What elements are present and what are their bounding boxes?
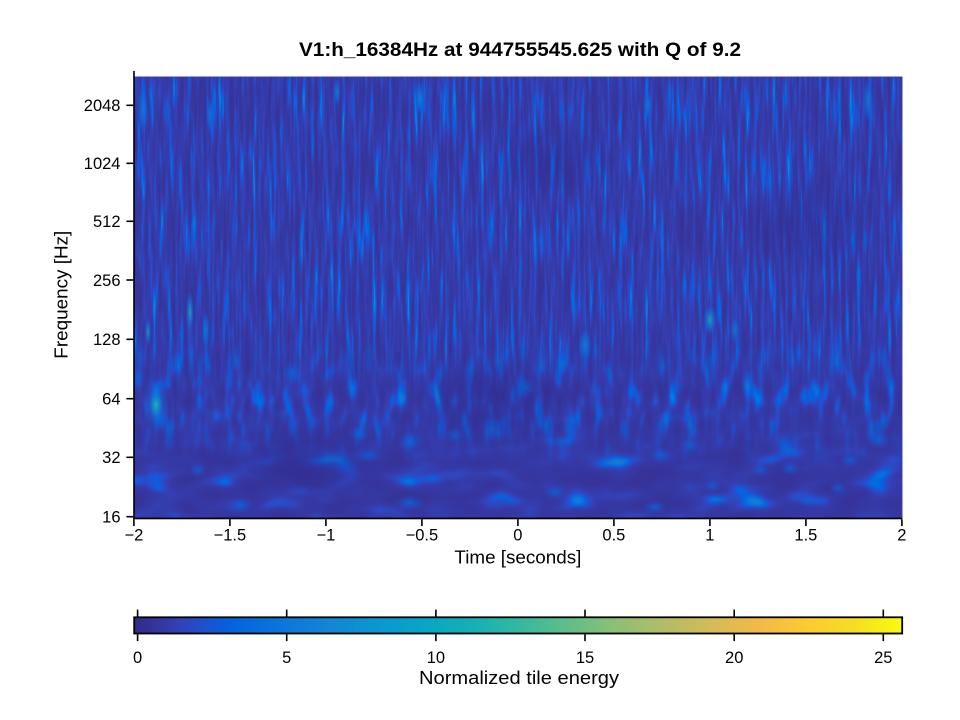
svg-text:V1:h_16384Hz at 944755545.625: V1:h_16384Hz at 944755545.625 with Q of … [299, 40, 741, 61]
svg-text:10: 10 [427, 649, 445, 667]
svg-text:Normalized tile energy: Normalized tile energy [419, 668, 619, 688]
svg-text:0.5: 0.5 [602, 526, 625, 544]
svg-text:256: 256 [93, 272, 121, 290]
svg-text:Frequency [Hz]: Frequency [Hz] [52, 231, 72, 359]
svg-text:64: 64 [102, 391, 120, 409]
svg-text:128: 128 [93, 331, 121, 349]
svg-text:Time [seconds]: Time [seconds] [454, 548, 581, 568]
svg-text:1.5: 1.5 [794, 526, 817, 544]
svg-text:0: 0 [133, 649, 142, 667]
svg-text:16: 16 [102, 509, 120, 527]
svg-text:20: 20 [725, 649, 743, 667]
svg-text:2: 2 [897, 526, 906, 544]
svg-text:5: 5 [282, 649, 291, 667]
svg-text:0: 0 [513, 526, 522, 544]
svg-text:−2: −2 [124, 526, 143, 544]
svg-text:2048: 2048 [84, 97, 121, 115]
svg-text:1: 1 [705, 526, 714, 544]
svg-text:−0.5: −0.5 [406, 526, 439, 544]
svg-text:25: 25 [874, 649, 892, 667]
svg-text:512: 512 [93, 213, 121, 231]
svg-text:−1.5: −1.5 [214, 526, 247, 544]
svg-text:−1: −1 [316, 526, 335, 544]
svg-text:1024: 1024 [84, 155, 121, 173]
svg-text:32: 32 [102, 449, 120, 467]
svg-text:15: 15 [576, 649, 594, 667]
